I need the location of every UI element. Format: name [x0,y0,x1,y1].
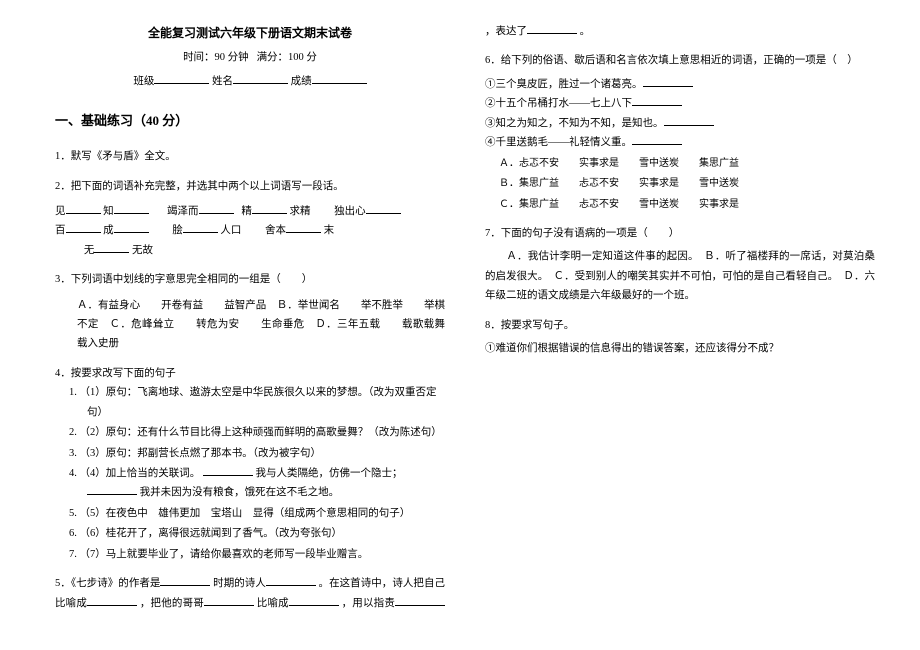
class-label: 班级 [133,76,154,87]
q7-opts: Ａ．我估计李明一定知道这件事的起因。 Ｂ．听了福楼拜的一席话，对莫泊桑的启发很大… [485,247,875,305]
q5-b: 时期的诗人 [213,578,266,589]
q2-blank[interactable] [114,203,149,214]
q4-blank[interactable] [87,485,137,496]
q6-blank[interactable] [632,96,682,107]
q2-blank[interactable] [114,223,149,234]
q6-blank[interactable] [643,76,693,87]
q5-blank[interactable] [160,576,210,587]
q7-intro: 7．下面的句子没有语病的一项是（ ） [485,224,875,243]
exam-title: 全能复习测试六年级下册语文期末试卷 [55,22,445,44]
q4-i1: 1. （1）原句：飞离地球、遨游太空是中华民族很久以来的梦想。（改为双重否定句） [55,383,445,422]
q6-opt-a: Ａ．忐忑不安 实事求是 雪中送炭 集思广益 [485,155,875,174]
q4: 4．按要求改写下面的句子 1. （1）原句：飞离地球、遨游太空是中华民族很久以来… [55,364,445,564]
time-label: 时间：90 分钟 [183,52,249,63]
q2-blank[interactable] [66,203,101,214]
q2-blank[interactable] [183,223,218,234]
section-1-heading: 一、基础练习（40 分） [55,109,445,133]
q5-h: 。 [580,26,591,37]
exam-subtitle: 时间：90 分钟 满分：100 分 [55,48,445,67]
student-info: 班级 姓名 成绩 [55,72,445,91]
q6-blank[interactable] [664,115,714,126]
q6-l4: ④千里送鹅毛——礼轻情义重。 [485,133,875,152]
q2-p3: 竭泽而 [167,206,199,217]
q2-blank[interactable] [94,242,129,253]
q2: 2．把下面的词语补充完整，并选其中两个以上词语写一段话。 见 知 竭泽而 精 求… [55,177,445,261]
q2-p11: 舍本 [265,225,286,236]
q2-p1: 见 [55,206,66,217]
q5-blank[interactable] [204,595,254,606]
q6-blank[interactable] [632,135,682,146]
q8-1: ①难道你们根据错误的信息得出的错误答案，还应该得分不成？ [485,339,875,358]
q2-p8: 成 [103,225,114,236]
q2-blank[interactable] [286,223,321,234]
class-blank[interactable] [154,73,209,84]
q4-i6: 6. （6）桂花开了，离得很远就闻到了香气。（改为夸张句） [55,524,445,543]
q2-intro: 2．把下面的词语补充完整，并选其中两个以上词语写一段话。 [55,177,445,196]
q2-blank[interactable] [366,203,401,214]
q2-p5: 求精 [290,206,311,217]
q2-p12: 末 [324,225,335,236]
q6-l2: ②十五个吊桶打水——七上八下 [485,94,875,113]
q4-i4: 4. （4）加上恰当的关联词。 我与人类隔绝，仿佛一个隐士； 我并未因为没有粮食… [55,464,445,503]
q5-blank[interactable] [395,595,445,606]
q5-blank[interactable] [266,576,316,587]
page-number: 1 / 3 [915,28,920,47]
q2-p4: 精 [241,206,252,217]
q6-l2t: ②十五个吊桶打水——七上八下 [485,98,632,109]
q2-p7: 百 [55,225,66,236]
q4-i5: 5. （5）在夜色中 雄伟更加 宝塔山 显得（组成两个意思相同的句子） [55,504,445,523]
q4-intro: 4．按要求改写下面的句子 [55,364,445,383]
q6-l3: ③知之为知之，不知为不知，是知也。 [485,114,875,133]
q3-opts: Ａ．有益身心 开卷有益 益智产品 Ｂ．举世闻名 举不胜举 举棋不定 Ｃ．危峰耸立… [55,296,445,354]
q3: 3．下列词语中划线的字意思完全相同的一组是（ ） Ａ．有益身心 开卷有益 益智产… [55,270,445,354]
q2-blank[interactable] [252,203,287,214]
q5-d: ，把他的哥哥 [140,598,204,609]
q2-p14: 无故 [132,245,153,256]
q5-f: ，用以指责 [342,598,395,609]
q2-p10: 人口 [220,225,241,236]
q6-l1t: ①三个臭皮匠，胜过一个诸葛亮。 [485,79,643,90]
q2-p9: 脍 [172,225,183,236]
q4-i4a: 4. （4）加上恰当的关联词。 [69,468,200,479]
q2-p2: 知 [103,206,114,217]
q5-blank[interactable] [527,24,577,35]
q4-i3: 3. （3）原句：邦副营长点燃了那本书。（改为被字句） [55,444,445,463]
q4-i7: 7. （7）马上就要毕业了，请给你最喜欢的老师写一段毕业赠言。 [55,545,445,564]
q5-blank[interactable] [87,595,137,606]
q5-e: 比喻成 [257,598,289,609]
q6-l1: ①三个臭皮匠，胜过一个诸葛亮。 [485,75,875,94]
q5-a: 5．《七步诗》的作者是 [55,578,160,589]
exam-page: 全能复习测试六年级下册语文期末试卷 时间：90 分钟 满分：100 分 班级 姓… [0,0,920,650]
q4-i4c: 我并未因为没有粮食，饿死在这不毛之地。 [140,487,340,498]
q1: 1．默写《矛与盾》全文。 [55,147,445,166]
q4-i2: 2. （2）原句：还有什么节目比得上这种顽强而鲜明的高歌曼舞？（改为陈述句） [55,423,445,442]
q4-blank[interactable] [203,465,253,476]
name-label: 姓名 [212,76,233,87]
q6-opt-c: Ｃ．集思广益 忐忑不安 雪中送炭 实事求是 [485,196,875,215]
q6-l4t: ④千里送鹅毛——礼轻情义重。 [485,137,632,148]
q7: 7．下面的句子没有语病的一项是（ ） Ａ．我估计李明一定知道这件事的起因。 Ｂ．… [485,224,875,306]
q2-blank[interactable] [199,203,234,214]
grade-label: 成绩 [291,76,312,87]
q8: 8．按要求写句子。 ①难道你们根据错误的信息得出的错误答案，还应该得分不成？ [485,316,875,359]
q2-p13: 无 [84,245,95,256]
q6-l3t: ③知之为知之，不知为不知，是知也。 [485,118,664,129]
name-blank[interactable] [233,73,288,84]
q2-p6: 独出心 [334,206,366,217]
q6-intro: 6．给下列的俗语、歇后语和名言依次填上意思相近的词语，正确的一项是（ ） [485,51,875,70]
q6-opt-b: Ｂ．集思广益 忐忑不安 实事求是 雪中送炭 [485,175,875,194]
q2-blank[interactable] [66,223,101,234]
score-label: 满分：100 分 [257,52,317,63]
q2-blanks: 见 知 竭泽而 精 求精 独出心 百 成 脍 人口 舍本 末 无 无故 [55,202,445,260]
q5-blank[interactable] [289,595,339,606]
q6: 6．给下列的俗语、歇后语和名言依次填上意思相近的词语，正确的一项是（ ） ①三个… [485,51,875,214]
q8-intro: 8．按要求写句子。 [485,316,875,335]
grade-blank[interactable] [312,73,367,84]
q4-i4b: 我与人类隔绝，仿佛一个隐士； [256,468,403,479]
q3-intro: 3．下列词语中划线的字意思完全相同的一组是（ ） [55,270,445,289]
q5-g: ，表达了 [485,26,527,37]
